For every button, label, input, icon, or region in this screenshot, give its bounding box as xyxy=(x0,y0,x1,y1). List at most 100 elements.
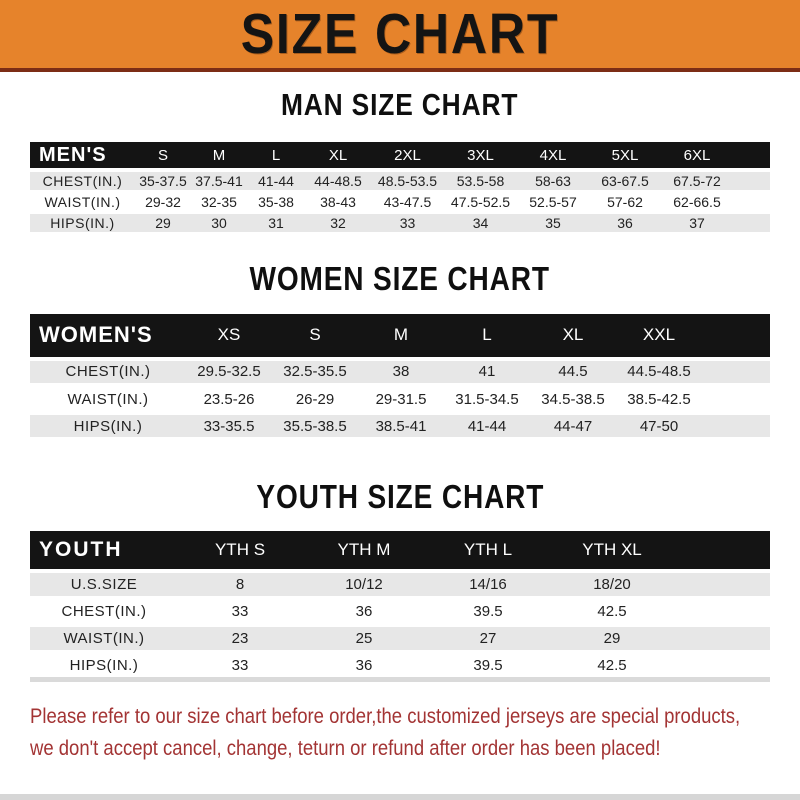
mens-size-value: 35 xyxy=(545,214,561,231)
womens-size-value: 41 xyxy=(478,363,496,381)
womens-size-col-header: M xyxy=(393,325,409,344)
filler-cell xyxy=(733,191,770,212)
mens-size-value: 31 xyxy=(268,214,284,231)
youth-size-col-header: YTH XL xyxy=(582,540,642,559)
womens-size-value: 41-44 xyxy=(467,417,507,435)
mens-size-value: 32-35 xyxy=(201,193,237,210)
mens-size-value: 52.5-57 xyxy=(529,193,577,210)
womens-size-value: 35.5-38.5 xyxy=(283,417,347,435)
mens-size-value: 37 xyxy=(689,214,705,231)
youth-size-value: 8 xyxy=(235,576,245,593)
womens-size-value: 23.5-26 xyxy=(203,390,255,408)
youth-size-col-header: YTH S xyxy=(214,540,266,559)
mens-row-label: WAIST(IN.) xyxy=(44,193,121,210)
mens-size-value: 33 xyxy=(399,214,416,231)
mens-size-value: 29-32 xyxy=(145,193,181,210)
size-chart-banner: SIZE CHART xyxy=(0,0,800,72)
womens-row-label: CHEST(IN.) xyxy=(65,363,151,381)
mens-size-value: 43-47.5 xyxy=(383,193,432,210)
filler-cell xyxy=(674,531,770,571)
womens-size-table-container: WOMEN'S XS S M L XL XXL CHEST(IN.) 29.5-32.5 32.5… xyxy=(0,313,800,443)
filler-cell xyxy=(674,652,770,679)
filler-cell xyxy=(674,598,770,625)
youth-size-col-header: YTH L xyxy=(463,540,513,559)
womens-size-value: 32.5-35.5 xyxy=(283,363,347,381)
youth-measure-row: CHEST(IN.) 33 36 39.5 42.5 xyxy=(30,598,770,625)
mens-row-label: HIPS(IN.) xyxy=(50,214,115,231)
youth-row-label: U.S.SIZE xyxy=(70,576,138,593)
mens-size-value: 57-62 xyxy=(607,193,643,210)
youth-measure-row: HIPS(IN.) 33 36 39.5 42.5 xyxy=(30,652,770,679)
filler-cell xyxy=(733,142,770,170)
filler-cell xyxy=(733,212,770,233)
mens-size-value: 37.5-41 xyxy=(195,172,243,189)
mens-size-col-header: 4XL xyxy=(539,146,567,164)
mens-size-value: 47.5-52.5 xyxy=(450,193,511,210)
mens-header-row: MEN'S S M L XL 2XL 3XL 4XL 5XL 6XL xyxy=(30,142,770,170)
womens-measure-row: WAIST(IN.) 23.5-26 26-29 29-31.5 31.5-34.5 34… xyxy=(30,385,770,413)
youth-row-label: WAIST(IN.) xyxy=(63,630,145,647)
youth-size-value: 18/20 xyxy=(593,576,631,593)
mens-size-value: 36 xyxy=(617,214,633,231)
mens-size-value: 63-67.5 xyxy=(601,172,649,189)
womens-size-value: 34.5-38.5 xyxy=(541,390,605,408)
womens-measure-row: CHEST(IN.) 29.5-32.5 32.5-35.5 38 41 44.5 44.5… xyxy=(30,358,770,386)
youth-section-heading-text: YOUTH SIZE CHART xyxy=(256,478,544,515)
youth-size-table-container: YOUTH YTH S YTH M YTH L YTH XL U.S.SIZE 8 10/12… xyxy=(0,531,800,682)
youth-size-value: 39.5 xyxy=(473,603,503,620)
mens-measure-row: HIPS(IN.) 29 30 31 32 33 34 35 36 37 xyxy=(30,212,770,233)
mens-size-col-header: S xyxy=(157,146,168,164)
youth-size-value: 42.5 xyxy=(597,656,627,674)
mens-size-value: 62-66.5 xyxy=(673,193,721,210)
mens-size-value: 32 xyxy=(330,214,346,231)
mens-table-title: MEN'S xyxy=(39,143,107,166)
mens-measure-row: CHEST(IN.) 35-37.5 37.5-41 41-44 44-48.5 48.5… xyxy=(30,170,770,191)
youth-size-value: 23 xyxy=(231,630,249,647)
mens-size-col-header: XL xyxy=(328,146,348,164)
youth-header-row: YOUTH YTH S YTH M YTH L YTH XL xyxy=(30,531,770,571)
filler-cell xyxy=(702,359,770,386)
womens-size-col-header: XXL xyxy=(642,325,676,344)
mens-size-value: 30 xyxy=(211,214,227,231)
womens-size-col-header: XS xyxy=(217,325,241,344)
youth-row-label: CHEST(IN.) xyxy=(61,603,147,620)
womens-size-col-header: XL xyxy=(562,325,584,344)
mens-size-value: 44-48.5 xyxy=(314,172,362,189)
man-section-heading-text: MAN SIZE CHART xyxy=(281,87,519,122)
womens-measure-row: HIPS(IN.) 33-35.5 35.5-38.5 38.5-41 41-44 44-… xyxy=(30,412,770,440)
youth-size-value: 29 xyxy=(603,630,621,647)
filler-cell xyxy=(733,170,770,191)
womens-size-value: 29.5-32.5 xyxy=(197,363,261,381)
mens-measure-row: WAIST(IN.) 29-32 32-35 35-38 38-43 43-47.5 47.… xyxy=(30,191,770,212)
youth-size-value: 36 xyxy=(355,656,373,674)
womens-size-value: 44.5-48.5 xyxy=(627,363,691,381)
bottom-edge-bar xyxy=(0,794,800,800)
womens-size-table: WOMEN'S XS S M L XL XXL CHEST(IN.) 29.5-32.5 32.5… xyxy=(30,313,770,443)
womens-table-title: WOMEN'S xyxy=(39,322,153,347)
youth-size-col-header: YTH M xyxy=(337,540,391,559)
womens-row-label: HIPS(IN.) xyxy=(73,417,143,435)
womens-size-value: 38.5-42.5 xyxy=(627,390,691,408)
youth-size-value: 42.5 xyxy=(597,603,627,620)
filler-cell xyxy=(674,571,770,598)
mens-size-value: 34 xyxy=(472,214,489,231)
mens-size-value: 41-44 xyxy=(258,172,294,189)
mens-size-value: 35-38 xyxy=(258,193,294,210)
womens-size-value: 38.5-41 xyxy=(375,417,427,435)
youth-row-label: HIPS(IN.) xyxy=(69,656,139,674)
womens-size-value: 44-47 xyxy=(553,417,593,435)
women-section-heading-text: WOMEN SIZE CHART xyxy=(249,259,551,297)
order-notice-line-1: Please refer to our size chart before or… xyxy=(30,703,741,728)
youth-size-value: 39.5 xyxy=(473,656,503,674)
banner-title: SIZE CHART xyxy=(240,2,560,66)
mens-size-col-header: 6XL xyxy=(683,146,711,164)
youth-size-value: 33 xyxy=(231,656,249,674)
mens-size-table: MEN'S S M L XL 2XL 3XL 4XL 5XL 6XL CHEST(IN.) 35-37… xyxy=(30,142,770,235)
youth-size-value: 33 xyxy=(231,603,249,620)
youth-size-value: 27 xyxy=(479,630,497,647)
filler-cell xyxy=(702,386,770,413)
order-notice: Please refer to our size chart before or… xyxy=(0,700,800,764)
man-section-heading: MAN SIZE CHART xyxy=(0,89,800,121)
filler-cell xyxy=(674,625,770,652)
womens-size-value: 26-29 xyxy=(295,390,335,408)
